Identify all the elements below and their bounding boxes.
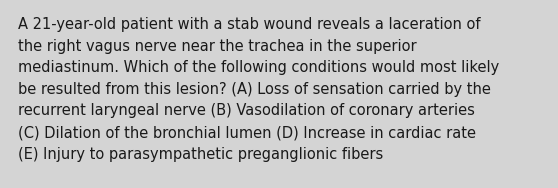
Text: A 21-year-old patient with a stab wound reveals a laceration of
the right vagus : A 21-year-old patient with a stab wound … — [18, 17, 499, 162]
